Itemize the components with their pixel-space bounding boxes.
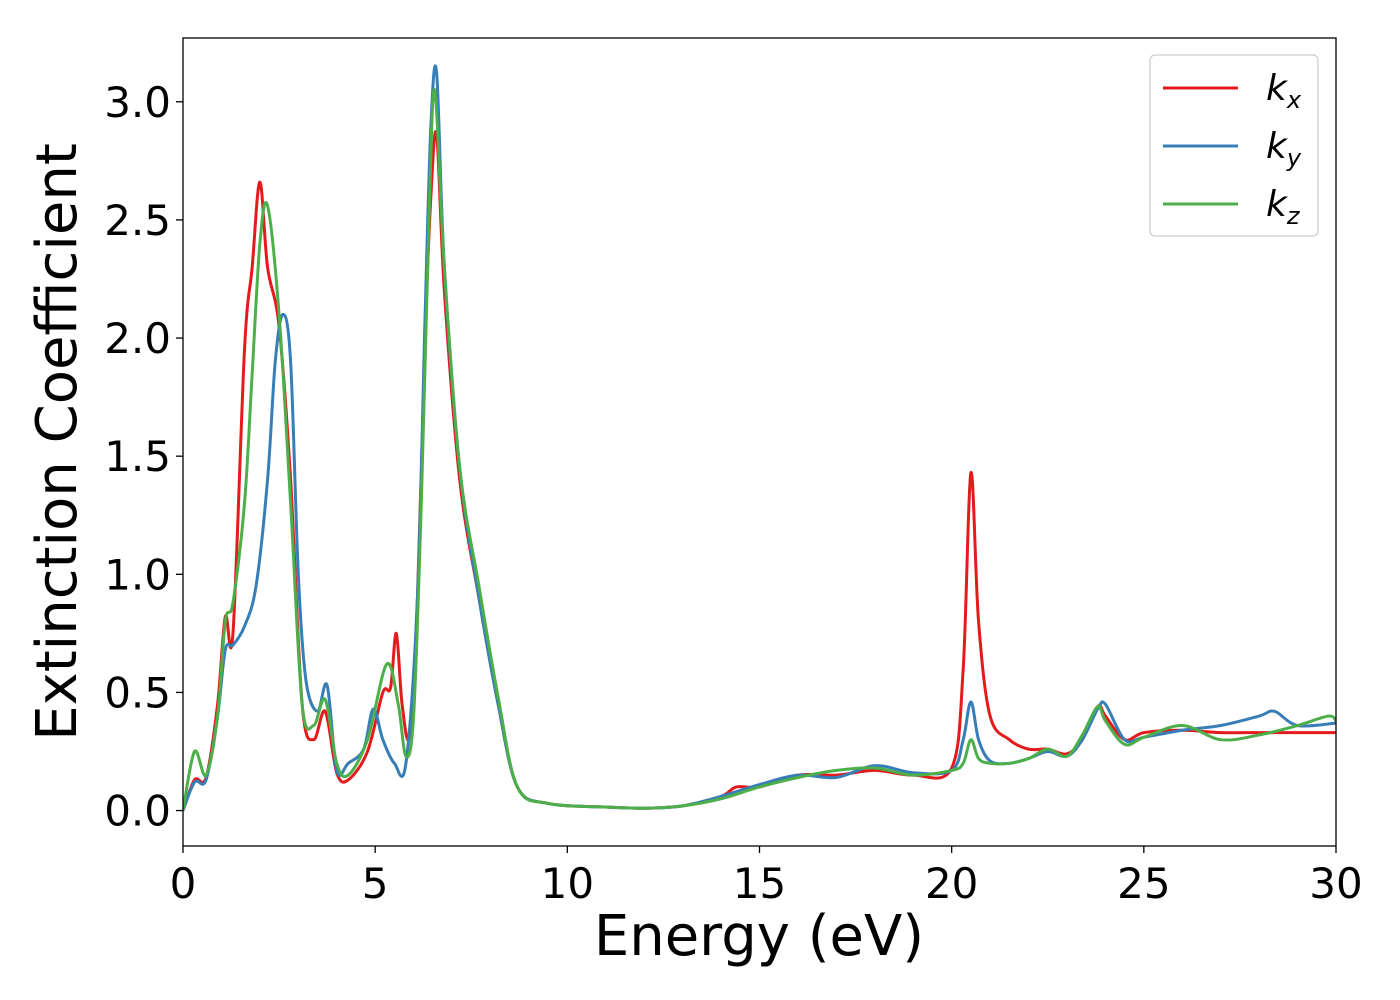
y-tick-label: 1.5 [104,432,171,481]
y-axis-ticks: 0.0 0.5 1.0 1.5 2.0 2.5 3.0 [104,78,183,836]
y-tick-label: 1.0 [104,550,171,599]
x-tick-label: 30 [1309,859,1362,908]
series-layer [183,64,1336,812]
x-tick-label: 20 [925,859,978,908]
x-tick-label: 10 [541,859,594,908]
y-tick-label: 2.5 [104,196,171,245]
x-tick-label: 5 [362,859,389,908]
x-tick-label: 15 [733,859,786,908]
y-tick-label: 0.5 [104,668,171,717]
y-tick-label: 3.0 [104,78,171,127]
x-tick-label: 25 [1117,859,1170,908]
x-tick-label: 0 [170,859,197,908]
y-axis-label: Extinction Coefficient [25,143,90,741]
y-tick-label: 2.0 [104,314,171,363]
x-axis-ticks: 0 5 10 15 20 25 30 [170,846,1363,908]
x-axis-label: Energy (eV) [594,904,924,969]
series-line-kz [183,87,1336,811]
y-tick-label: 0.0 [104,787,171,836]
